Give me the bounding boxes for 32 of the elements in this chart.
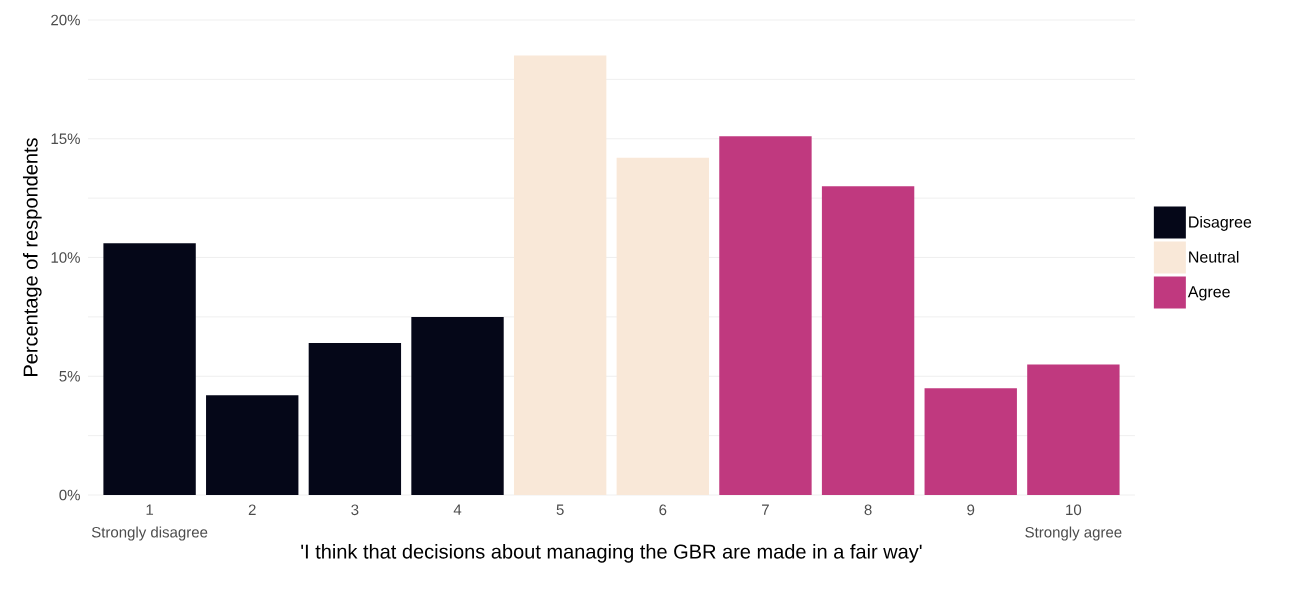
- bar: [1027, 364, 1120, 495]
- y-tick-label: 5%: [59, 370, 80, 382]
- y-tick-label: 15%: [51, 133, 80, 145]
- bar: [821, 186, 915, 495]
- x-tick-label: 10: [1066, 504, 1082, 516]
- x-tick-label: 3: [351, 504, 359, 516]
- bar: [308, 343, 402, 495]
- bar: [513, 55, 607, 495]
- bar: [924, 388, 1017, 495]
- x-tick-label: 8: [864, 504, 872, 516]
- legend-label: Neutral: [1189, 250, 1239, 263]
- y-tick-label: 10%: [51, 252, 80, 263]
- x-tick-label: 9: [967, 504, 975, 516]
- bar: [616, 157, 709, 495]
- x-tick-label: 2: [248, 504, 256, 515]
- bar: [719, 136, 812, 495]
- bar: [206, 395, 299, 495]
- bar: [103, 243, 196, 495]
- text: Strongly agree: [1025, 526, 1122, 541]
- x-tick-label: 7: [762, 504, 769, 515]
- legend-label: Agree: [1187, 286, 1230, 301]
- legend-label: Disagree: [1189, 215, 1252, 231]
- x-tick-label: 5: [556, 504, 564, 515]
- y-axis-title: Percentage of respondents: [22, 138, 42, 376]
- x-tick-label: 1: [146, 504, 154, 515]
- text: Strongly disagree: [91, 526, 208, 541]
- x-tick-label: 6: [659, 504, 667, 516]
- x-axis-title: 'I think that decisions about managing the GBR are made in a fair way': [301, 543, 922, 563]
- y-tick-label: 20%: [51, 14, 80, 26]
- x-tick-label: 4: [453, 504, 462, 515]
- y-tick-label: 0%: [59, 489, 80, 501]
- bar: [411, 316, 504, 495]
